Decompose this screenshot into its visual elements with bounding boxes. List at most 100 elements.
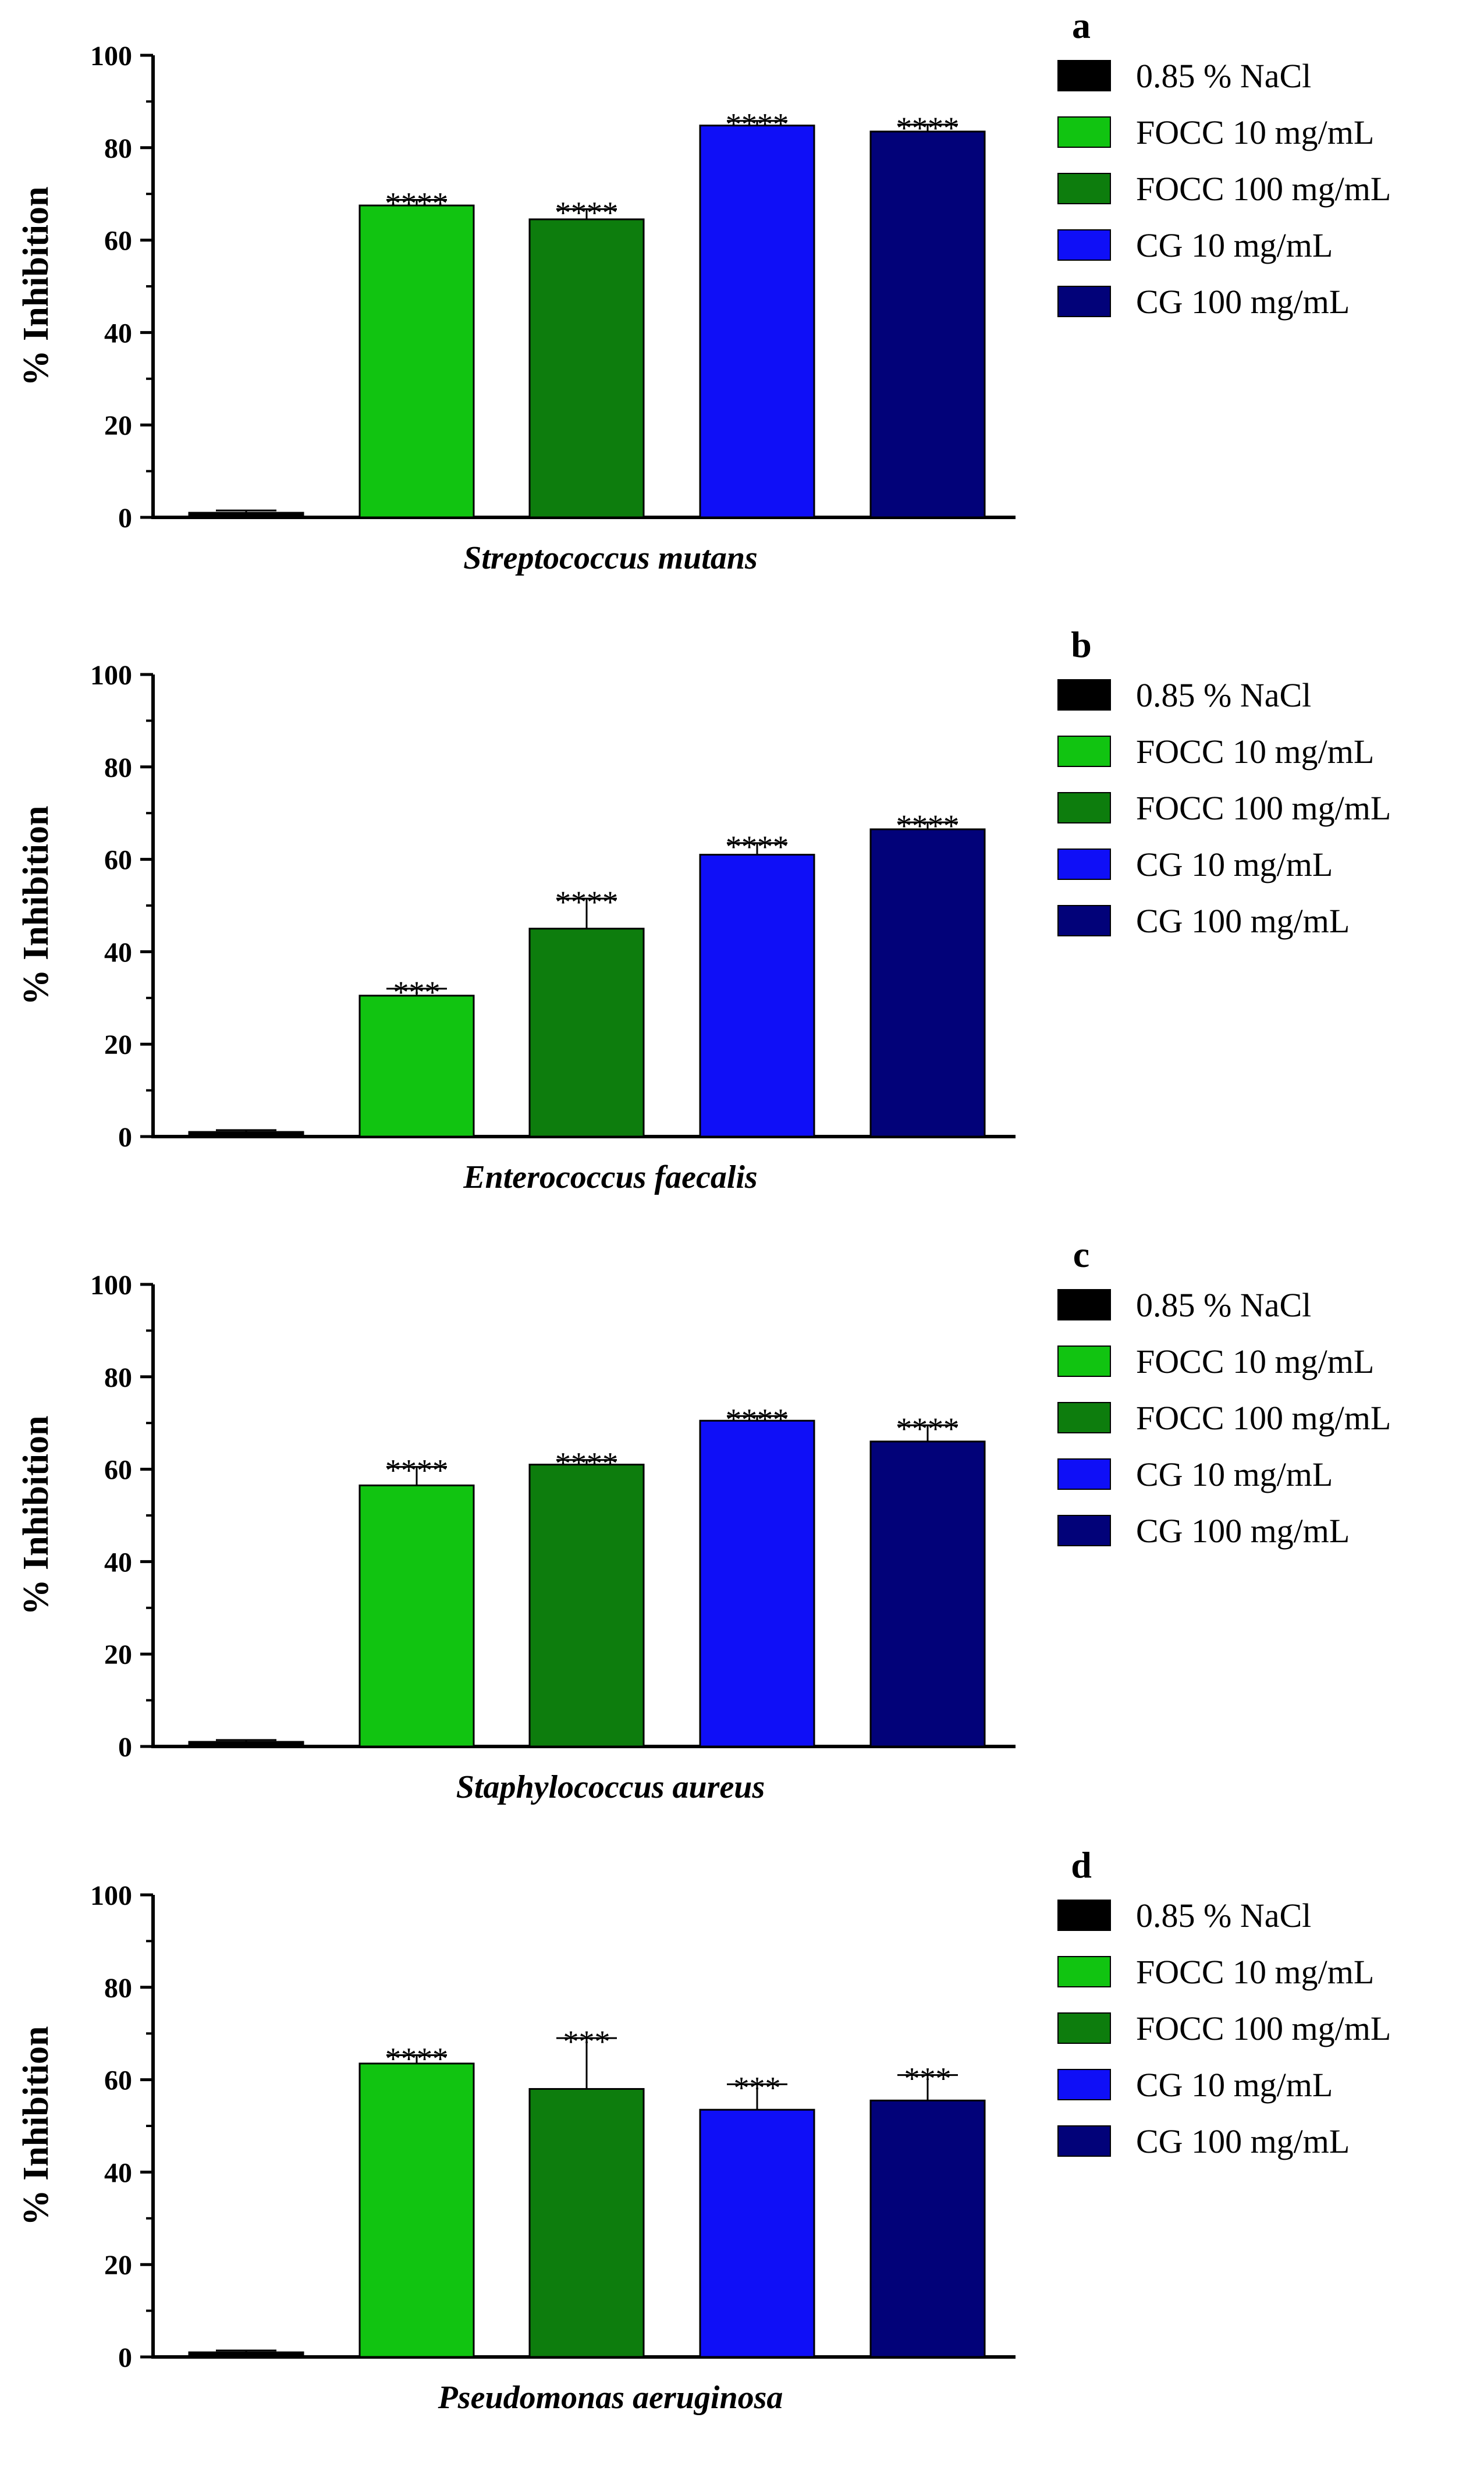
bar-a-2 bbox=[358, 204, 475, 519]
y-tick-label: 80 bbox=[104, 133, 132, 164]
legend-label: CG 100 mg/mL bbox=[1136, 283, 1350, 321]
legend-swatch bbox=[1057, 905, 1111, 936]
legend-label: FOCC 100 mg/mL bbox=[1136, 1399, 1391, 1437]
y-tick-label: 60 bbox=[104, 845, 132, 876]
bar-c-1 bbox=[188, 1741, 304, 1748]
legend-swatch bbox=[1057, 849, 1111, 880]
bar-a-3 bbox=[528, 218, 645, 519]
legend-label: FOCC 10 mg/mL bbox=[1136, 1953, 1374, 1991]
x-axis-label: Streptococcus mutans bbox=[463, 540, 758, 576]
legend-swatch bbox=[1057, 1956, 1111, 1987]
y-axis-label: % Inhibition bbox=[16, 1416, 56, 1616]
legend-swatch bbox=[1057, 1289, 1111, 1320]
legend-swatch bbox=[1057, 1345, 1111, 1377]
y-tick-label: 100 bbox=[90, 41, 132, 72]
bar-c-4 bbox=[699, 1419, 815, 1748]
y-tick-label: 20 bbox=[104, 2250, 132, 2281]
bar-d-4 bbox=[699, 2108, 815, 2358]
y-tick-label: 0 bbox=[118, 503, 132, 534]
legend-label: CG 100 mg/mL bbox=[1136, 1512, 1350, 1550]
legend-swatch bbox=[1057, 173, 1111, 204]
chart-panel-d: d 0 20 40 60 80 100 % Inhibition Pseudomonas aer… bbox=[16, 1844, 1391, 2416]
y-tick-label: 80 bbox=[104, 752, 132, 783]
legend-label: 0.85 % NaCl bbox=[1136, 1897, 1311, 1934]
panel-letter: c bbox=[1073, 1234, 1089, 1275]
legend-label: CG 100 mg/mL bbox=[1136, 2122, 1350, 2160]
y-tick-label: 0 bbox=[118, 1732, 132, 1763]
legend-label: 0.85 % NaCl bbox=[1136, 676, 1311, 714]
significance-label: **** bbox=[896, 1411, 959, 1446]
legend-label: FOCC 100 mg/mL bbox=[1136, 2010, 1391, 2047]
bar-b-3 bbox=[528, 928, 645, 1138]
bar-d-3 bbox=[528, 2088, 645, 2358]
legend-swatch bbox=[1057, 60, 1111, 91]
y-tick-label: 80 bbox=[104, 1362, 132, 1393]
bar-b-4 bbox=[699, 854, 815, 1138]
legend-label: 0.85 % NaCl bbox=[1136, 1286, 1311, 1324]
significance-label: **** bbox=[555, 885, 618, 920]
legend-swatch bbox=[1057, 792, 1111, 823]
legend-swatch bbox=[1057, 2069, 1111, 2100]
y-tick-label: 0 bbox=[118, 1122, 132, 1153]
chart-panel-a: a 0 20 40 60 80 100 % Inhibition Streptococcus m… bbox=[16, 5, 1391, 576]
legend-swatch bbox=[1057, 736, 1111, 767]
bar-a-1 bbox=[188, 512, 304, 519]
y-tick-label: 0 bbox=[118, 2342, 132, 2373]
y-tick-label: 40 bbox=[104, 937, 132, 968]
bar-c-2 bbox=[358, 1484, 475, 1748]
legend-swatch bbox=[1057, 1458, 1111, 1490]
legend-label: FOCC 10 mg/mL bbox=[1136, 733, 1374, 771]
y-axis-label: % Inhibition bbox=[16, 187, 56, 386]
y-tick-label: 100 bbox=[90, 1270, 132, 1301]
significance-label: **** bbox=[726, 1402, 789, 1437]
panel-letter: d bbox=[1071, 1844, 1092, 1886]
significance-label: **** bbox=[726, 829, 789, 864]
y-tick-label: 20 bbox=[104, 1639, 132, 1670]
bar-b-5 bbox=[869, 828, 986, 1138]
legend-label: CG 10 mg/mL bbox=[1136, 846, 1333, 883]
y-tick-label: 100 bbox=[90, 660, 132, 691]
y-tick-label: 20 bbox=[104, 410, 132, 441]
legend-label: CG 10 mg/mL bbox=[1136, 226, 1333, 264]
x-axis-label: Pseudomonas aeruginosa bbox=[438, 2380, 783, 2416]
bar-c-5 bbox=[869, 1440, 986, 1748]
significance-label: *** bbox=[563, 2024, 610, 2059]
y-tick-label: 60 bbox=[104, 226, 132, 257]
y-tick-label: 40 bbox=[104, 318, 132, 349]
legend-label: CG 100 mg/mL bbox=[1136, 902, 1350, 940]
significance-label: *** bbox=[393, 975, 441, 1010]
significance-label: **** bbox=[555, 1446, 618, 1481]
significance-label: **** bbox=[896, 808, 959, 843]
significance-label: *** bbox=[904, 2061, 952, 2096]
legend-label: CG 10 mg/mL bbox=[1136, 2066, 1333, 2104]
legend-swatch bbox=[1057, 116, 1111, 148]
bar-d-5 bbox=[869, 2099, 986, 2358]
legend-label: CG 10 mg/mL bbox=[1136, 1455, 1333, 1493]
significance-label: **** bbox=[726, 107, 789, 142]
y-axis-label: % Inhibition bbox=[16, 2026, 56, 2226]
bar-a-4 bbox=[699, 125, 815, 519]
significance-label: **** bbox=[896, 111, 959, 145]
bar-a-5 bbox=[869, 130, 986, 519]
bar-b-1 bbox=[188, 1131, 304, 1138]
legend-swatch bbox=[1057, 1402, 1111, 1433]
x-axis-label: Staphylococcus aureus bbox=[456, 1769, 765, 1805]
panel-letter: b bbox=[1071, 624, 1092, 665]
y-tick-label: 20 bbox=[104, 1029, 132, 1060]
legend-label: FOCC 10 mg/mL bbox=[1136, 1343, 1374, 1380]
significance-label: *** bbox=[734, 2071, 781, 2106]
significance-label: **** bbox=[555, 195, 618, 230]
legend-label: FOCC 10 mg/mL bbox=[1136, 113, 1374, 151]
legend-swatch bbox=[1057, 1900, 1111, 1931]
significance-label: **** bbox=[385, 186, 448, 221]
y-axis-label: % Inhibition bbox=[16, 806, 56, 1006]
bar-c-3 bbox=[528, 1464, 645, 1748]
legend-label: FOCC 100 mg/mL bbox=[1136, 789, 1391, 827]
significance-label: **** bbox=[385, 2042, 448, 2076]
chart-panel-b: b 0 20 40 60 80 100 % Inhibition Enterococcus fa… bbox=[16, 624, 1391, 1195]
legend-swatch bbox=[1057, 2125, 1111, 2157]
legend-swatch bbox=[1057, 286, 1111, 317]
y-tick-label: 40 bbox=[104, 1547, 132, 1578]
y-tick-label: 80 bbox=[104, 1973, 132, 2004]
y-tick-label: 60 bbox=[104, 1455, 132, 1486]
